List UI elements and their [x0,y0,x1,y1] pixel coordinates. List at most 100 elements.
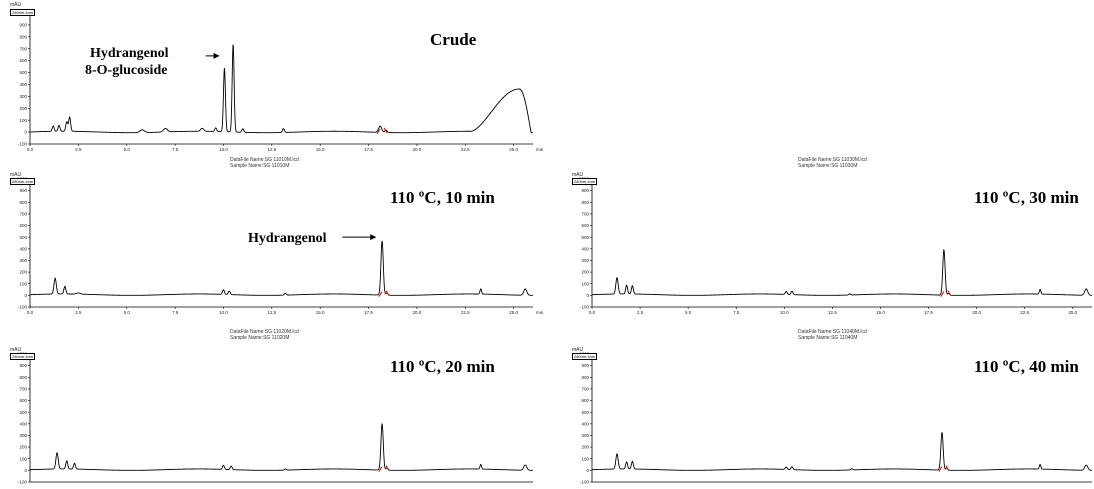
y-tick-label: 900 [581,363,589,368]
y-tick-label: 600 [19,223,27,228]
y-tick-label: 700 [581,387,589,392]
detector-badge: 280nm,4nm [10,9,36,16]
y-unit-label: mAU [10,347,22,353]
y-tick-label: 200 [581,445,589,450]
y-tick-label: 200 [19,270,27,275]
detector-badge: 280nm,4nm [572,353,598,360]
y-tick-label: 400 [19,82,27,87]
x-tick-label: 15.0 [876,310,885,315]
x-tick-label: 7.5 [172,147,179,152]
x-tick-label: 17.5 [924,310,933,315]
integration-marker [940,290,952,297]
chromatogram-crude: -100010020030040050060070080090010000.02… [0,0,544,170]
y-tick-label: 200 [19,106,27,111]
y-tick-label: 500 [19,235,27,240]
detector-badge: 280nm,4nm [572,178,598,185]
x-tick-label: 15.0 [316,147,325,152]
peak-label-line1: Hydrangenol [90,46,169,61]
x-tick-label: 12.5 [828,310,837,315]
x-tick-label: 5.0 [124,147,131,152]
x-tick-label: 12.5 [267,310,276,315]
x-tick-label: 20.0 [413,310,422,315]
panel-title: Crude [430,30,477,49]
y-tick-label: 700 [19,387,27,392]
x-tick-label: 22.5 [461,310,470,315]
x-unit-label: min [536,147,544,152]
y-tick-label: 400 [19,246,27,251]
panel-title: 110 ºC, 20 min [390,357,495,376]
x-tick-label: 0.0 [27,147,34,152]
y-tick-label: 0 [586,293,589,298]
y-tick-label: 100 [581,281,589,286]
header-sample: Sample Name:SG 11030M [798,163,858,169]
y-tick-label: 600 [581,398,589,403]
x-tick-label: 10.0 [219,310,228,315]
y-unit-label: mAU [572,347,584,353]
chromatogram-10min: -100010020030040050060070080090010000.02… [0,172,544,341]
integration-marker [376,127,388,135]
chromatogram-trace [591,248,1093,296]
chromatogram-40min-plot: -10001002003004005006007008009001000 [579,352,1093,485]
panel-title: 110 ºC, 10 min [390,188,495,207]
y-tick-label: 600 [19,58,27,63]
y-tick-label: 400 [19,421,27,426]
y-tick-label: 200 [19,445,27,450]
x-tick-label: 5.0 [685,310,692,315]
chromatogram-trace [29,44,534,134]
y-tick-label: 200 [581,270,589,275]
integration-marker [378,290,390,297]
y-tick-label: 100 [19,118,27,123]
x-tick-label: 2.5 [75,310,82,315]
y-tick-label: 500 [581,235,589,240]
panel-title: 110 ºC, 40 min [974,357,1079,376]
x-tick-label: 7.5 [733,310,740,315]
chromatogram-trace [29,423,533,471]
chromatogram-40min: -10001002003004005006007008009001000 280… [562,347,1094,489]
y-tick-label: 900 [19,23,27,28]
x-tick-label: 12.5 [267,147,276,152]
y-unit-label: mAU [572,172,584,178]
y-tick-label: 800 [19,375,27,380]
integration-marker [378,465,390,472]
chromatogram-30min-plot: -100010020030040050060070080090010000.02… [579,177,1093,315]
x-tick-label: 25.0 [1068,310,1077,315]
y-tick-label: -100 [580,305,590,310]
peak-label-line2: 8-O-glucoside [85,63,168,78]
x-tick-label: 10.0 [780,310,789,315]
y-tick-label: 900 [19,363,27,368]
y-tick-label: 700 [19,46,27,51]
y-tick-label: 0 [24,130,27,135]
annotation-arrow-head [370,234,377,241]
x-unit-label: min [536,310,544,315]
chromatogram-20min-plot: -10001002003004005006007008009001000 [17,352,533,485]
x-tick-label: 7.5 [172,310,179,315]
annotation-arrow-head [213,52,220,59]
x-tick-label: 10.0 [219,147,228,152]
x-tick-label: 25.0 [509,310,518,315]
y-tick-label: 500 [19,410,27,415]
y-tick-label: 300 [19,258,27,263]
footer-datafile: DataFile Name:SG 11010M.lcd [230,157,299,163]
peak-label: Hydrangenol [248,231,327,246]
x-tick-label: 2.5 [75,147,82,152]
y-tick-label: 700 [19,212,27,217]
chromatogram-30min: -100010020030040050060070080090010000.02… [562,157,1094,341]
y-tick-label: 400 [581,246,589,251]
y-tick-label: 800 [581,200,589,205]
chromatogram-crude-plot: -100010020030040050060070080090010000.02… [17,11,544,152]
x-tick-label: 20.0 [972,310,981,315]
x-tick-label: 0.0 [589,310,596,315]
y-tick-label: 0 [24,468,27,473]
integration-marker [938,465,950,472]
y-tick-label: 100 [19,281,27,286]
y-tick-label: 300 [581,258,589,263]
footer-datafile: DataFile Name:SG 11040M.lcd [798,329,867,335]
y-tick-label: -100 [580,480,590,485]
header-datafile: DataFile Name:SG 11030M.lcd [798,157,867,163]
x-tick-label: 22.5 [1020,310,1029,315]
x-tick-label: 20.0 [413,147,422,152]
y-tick-label: 900 [581,188,589,193]
x-tick-label: 15.0 [316,310,325,315]
footer-sample: Sample Name:SG 11020M [230,335,290,341]
y-unit-label: mAU [10,2,22,8]
